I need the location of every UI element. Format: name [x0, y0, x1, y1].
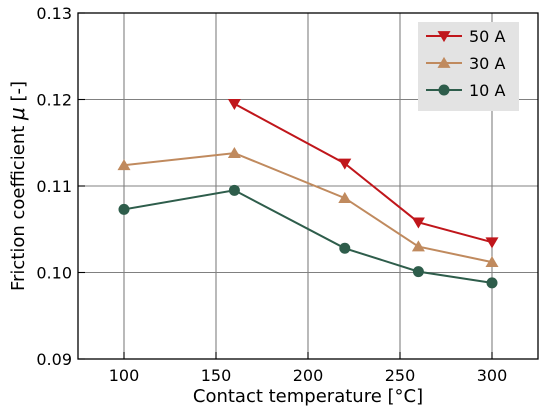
- data-point-10-a: [412, 266, 424, 278]
- y-tick-label: 0.12: [36, 91, 72, 110]
- legend-marker: [437, 56, 451, 68]
- legend-label: 50 A: [469, 27, 505, 46]
- data-point-50-a: [485, 237, 499, 249]
- legend-entry-30-a: 30 A: [426, 54, 505, 73]
- legend-marker: [438, 84, 450, 96]
- y-tick-label: 0.10: [36, 264, 72, 283]
- legend: 50 A 30 A 10 A: [418, 22, 519, 111]
- data-point-50-a: [411, 217, 425, 229]
- series-line-50-a: [233, 102, 493, 244]
- legend-label: 30 A: [469, 54, 505, 73]
- y-tick-label: 0.11: [36, 177, 72, 196]
- x-tick-label: 150: [201, 366, 232, 385]
- data-point-10-a: [339, 242, 351, 254]
- series-layer: [117, 98, 499, 289]
- y-axis-title-symbol: μ: [5, 107, 29, 121]
- data-point-10-a: [486, 277, 498, 289]
- x-tick-label: 250: [385, 366, 416, 385]
- data-point-50-a: [338, 158, 352, 170]
- y-tick-label: 0.09: [36, 350, 72, 369]
- legend-marker: [437, 31, 451, 43]
- data-point-30-a: [338, 191, 352, 203]
- data-point-30-a: [117, 159, 131, 171]
- legend-label: 10 A: [469, 81, 505, 100]
- x-tick-label: 300: [477, 366, 508, 385]
- series-50-a: [227, 98, 499, 249]
- y-axis-title: Friction coefficient μ [-]: [5, 81, 29, 291]
- series-10-a: [118, 184, 498, 289]
- data-point-30-a: [485, 255, 499, 267]
- y-tick-label: 0.13: [36, 4, 72, 23]
- data-point-50-a: [227, 98, 241, 110]
- x-tick-label: 100: [109, 366, 140, 385]
- data-point-30-a: [227, 146, 241, 159]
- data-point-10-a: [118, 203, 130, 215]
- series-30-a: [117, 146, 499, 267]
- data-point-10-a: [228, 184, 240, 196]
- legend-entry-50-a: 50 A: [426, 27, 505, 46]
- x-tick-label: 200: [293, 366, 324, 385]
- data-point-30-a: [411, 240, 425, 252]
- legend-entry-10-a: 10 A: [426, 81, 505, 100]
- x-axis-title: Contact temperature [°C]: [193, 386, 423, 407]
- y-axis-title-unit: [-]: [8, 81, 29, 107]
- axis-ticks: 100 150 200 250 300 0.09 0.10 0.11 0.12 0.13: [36, 4, 507, 385]
- y-axis-title-text: Friction coefficient: [8, 120, 29, 291]
